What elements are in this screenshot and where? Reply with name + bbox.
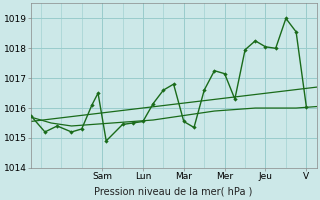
- X-axis label: Pression niveau de la mer( hPa ): Pression niveau de la mer( hPa ): [94, 187, 253, 197]
